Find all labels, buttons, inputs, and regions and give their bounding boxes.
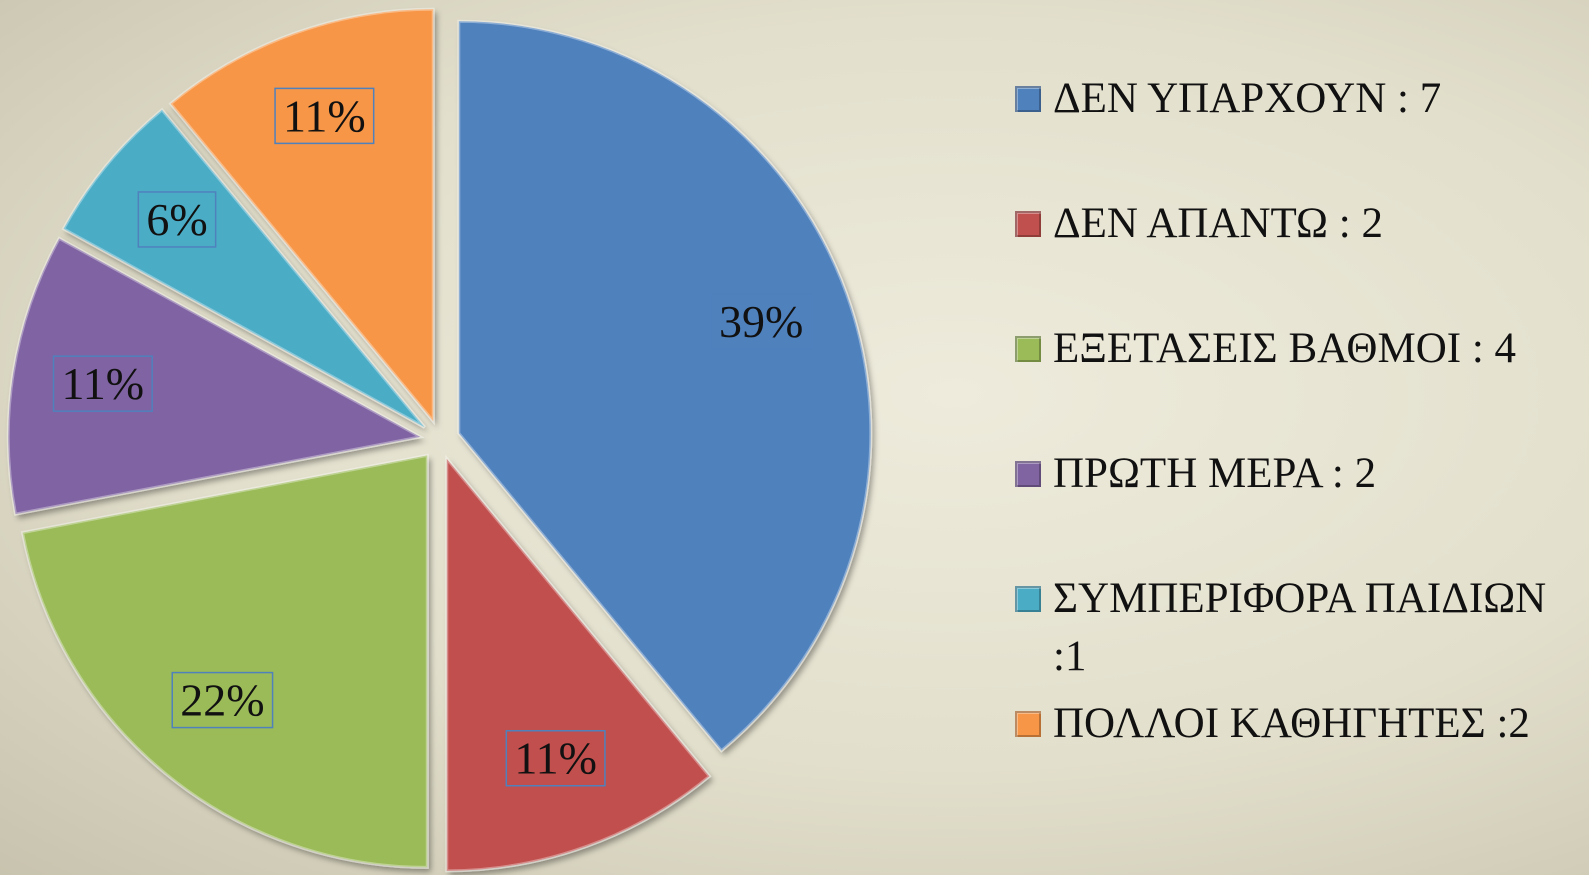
data-label: 11%	[62, 358, 145, 409]
legend-label: ΔΕΝ ΑΠΑΝΤΩ : 2	[1053, 200, 1383, 247]
data-label-box	[137, 191, 217, 248]
pie-slice	[457, 19, 873, 753]
data-label-box	[710, 293, 813, 350]
legend-label: ΠΡΩΤΗ ΜΕΡΑ : 2	[1053, 450, 1377, 497]
legend: ΔΕΝ ΥΠΑΡΧΟΥΝ : 7 ΔΕΝ ΑΠΑΝΤΩ : 2 ΕΞΕΤΑΣΕΙΣ …	[1015, 0, 1575, 875]
legend-swatch	[1015, 86, 1041, 112]
data-label: 22%	[180, 675, 264, 726]
legend-item: ΠΡΩΤΗ ΜΕΡΑ : 2	[1015, 445, 1575, 503]
legend-swatch	[1015, 336, 1041, 362]
pie-slice	[61, 107, 426, 429]
data-label-box	[171, 671, 274, 729]
data-label: 6%	[146, 194, 207, 245]
data-label: 11%	[514, 733, 597, 784]
legend-label: ΣΥΜΠΕΡΙΦΟΡΑ ΠΑΙΔΙΩΝ :1	[1053, 575, 1547, 680]
legend-item: ΕΞΕΤΑΣΕΙΣ ΒΑΘΜΟΙ : 4	[1015, 320, 1575, 378]
legend-item: ΔΕΝ ΥΠΑΡΧΟΥΝ : 7	[1015, 70, 1575, 128]
legend-item: ΔΕΝ ΑΠΑΝΤΩ : 2	[1015, 195, 1575, 253]
pie-slice	[168, 7, 435, 426]
legend-swatch	[1015, 211, 1041, 237]
legend-label: ΔΕΝ ΥΠΑΡΧΟΥΝ : 7	[1053, 75, 1442, 122]
data-label-box	[52, 355, 153, 412]
legend-item: ΣΥΜΠΕΡΙΦΟΡΑ ΠΑΙΔΙΩΝ :1	[1015, 570, 1575, 686]
pie-slice	[6, 236, 425, 516]
legend-swatch	[1015, 461, 1041, 487]
data-label-box	[505, 729, 606, 787]
pie-slice	[445, 454, 712, 873]
pie	[6, 7, 873, 873]
legend-label: ΕΞΕΤΑΣΕΙΣ ΒΑΘΜΟΙ : 4	[1053, 325, 1517, 372]
legend-item: ΠΟΛΛΟΙ ΚΑΘΗΓΗΤΕΣ :2	[1015, 695, 1575, 753]
legend-label: ΠΟΛΛΟΙ ΚΑΘΗΓΗΤΕΣ :2	[1053, 700, 1530, 747]
legend-swatch	[1015, 586, 1041, 612]
data-label: 39%	[719, 296, 803, 347]
data-label-box	[274, 87, 375, 145]
legend-swatch	[1015, 711, 1041, 737]
pie-slice	[20, 453, 429, 869]
data-label: 11%	[283, 90, 366, 141]
data-labels: 39% 11% 22% 11% 6% 11%	[52, 87, 813, 787]
